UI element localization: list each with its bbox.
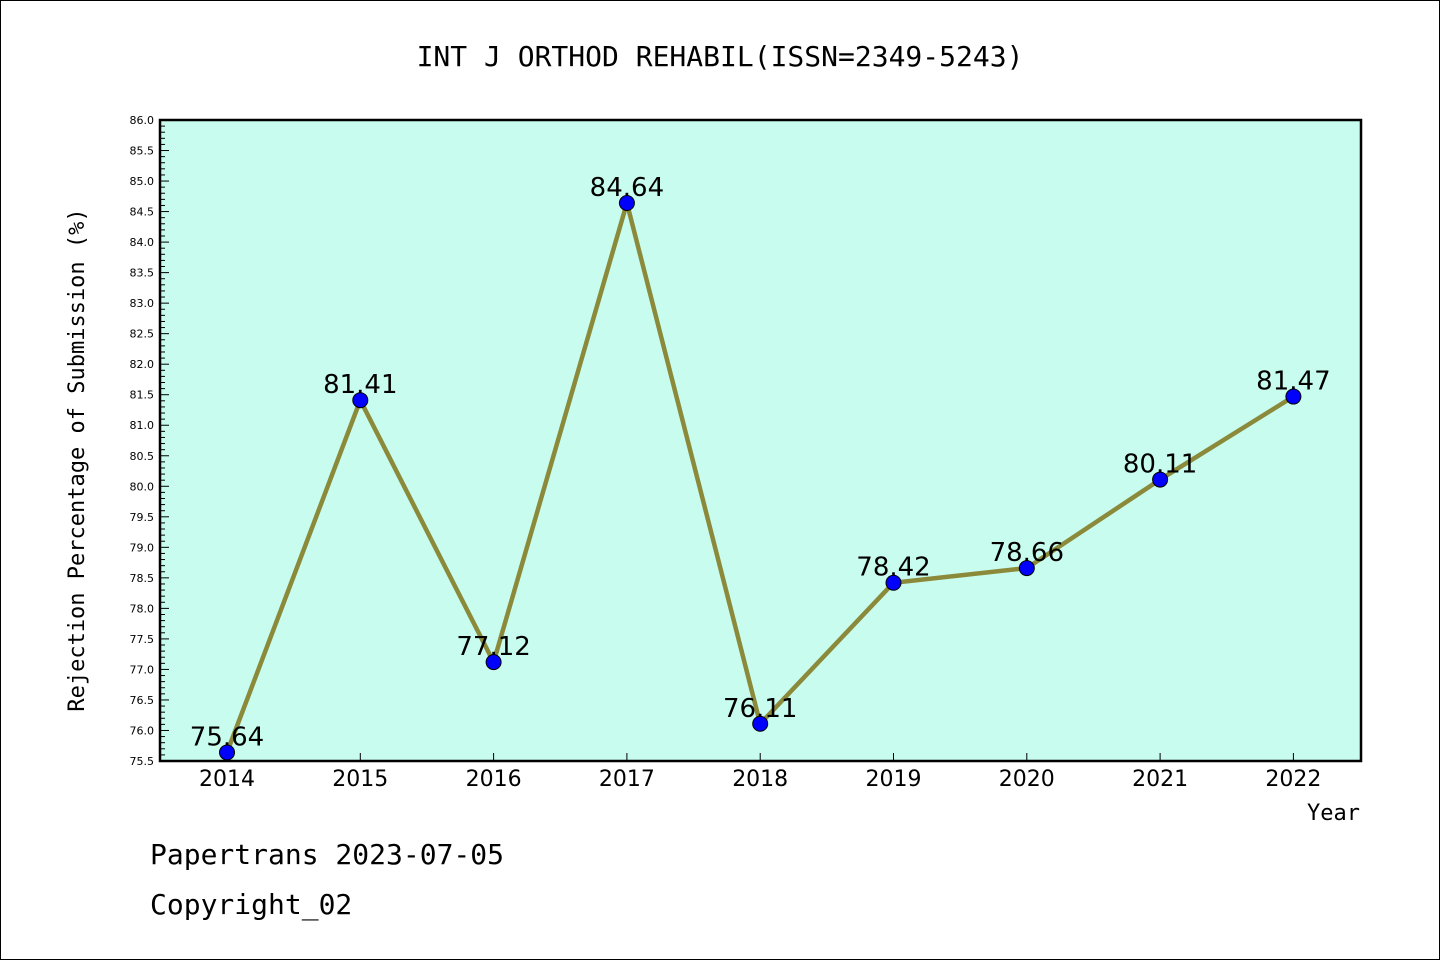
data-point: [1018, 560, 1035, 577]
y-tick-label: 86.0: [130, 114, 155, 127]
y-tick-label: 80.0: [130, 480, 155, 493]
y-tick-label: 75.5: [130, 755, 155, 768]
x-tick-label: 2021: [1132, 767, 1188, 792]
x-tick-label: 2020: [999, 767, 1055, 792]
y-tick-label: 85.0: [130, 175, 155, 188]
y-tick-label: 79.0: [130, 541, 155, 554]
y-tick-label: 77.5: [130, 633, 155, 646]
y-tick-label: 80.5: [130, 450, 155, 463]
y-axis-ticks: 75.5 76.0 76.5 77.0 77.5 78.0 78.5 79.0 79.5 80.0…: [130, 114, 169, 768]
data-point: [1285, 388, 1302, 405]
y-tick-label: 84.5: [130, 206, 155, 219]
data-point: [1152, 471, 1169, 488]
x-axis-label: Year: [1307, 801, 1360, 826]
y-tick-label: 82.5: [130, 328, 155, 341]
y-tick-label: 84.0: [130, 236, 155, 249]
y-tick-label: 81.0: [130, 419, 155, 432]
x-tick-label: 2015: [332, 767, 388, 792]
data-label: 84.64: [590, 173, 664, 203]
data-label: 77.12: [456, 632, 530, 662]
plot-area: [160, 120, 1361, 761]
y-tick-label: 79.5: [130, 511, 155, 524]
x-tick-label: 2022: [1265, 767, 1321, 792]
data-label: 78.42: [856, 553, 930, 583]
x-tick-label: 2014: [199, 767, 255, 792]
y-tick-label: 78.0: [130, 602, 155, 615]
chart-title: INT J ORTHOD REHABIL(ISSN=2349-5243): [417, 40, 1024, 73]
y-tick-label: 77.0: [130, 663, 155, 676]
data-label: 75.64: [190, 722, 264, 752]
x-axis-ticks: 2014 2015 2016 2017 2018 2019 2020 2021 2022: [199, 753, 1321, 792]
data-point: [885, 574, 902, 591]
y-tick-label: 83.0: [130, 297, 155, 310]
data-point: [485, 654, 502, 671]
data-label: 76.11: [723, 694, 797, 724]
y-axis-label: Rejection Percentage of Submission (%): [65, 208, 90, 711]
series-layer: 75.64 81.41 77.12 84.64 76.11 78.42 78.66 80.11…: [190, 173, 1331, 761]
data-point: [618, 195, 635, 212]
data-label: 80.11: [1123, 450, 1197, 480]
data-label: 81.41: [323, 370, 397, 400]
data-point: [352, 392, 369, 409]
data-point: [752, 715, 769, 732]
y-tick-label: 83.5: [130, 267, 155, 280]
y-tick-label: 85.5: [130, 145, 155, 158]
data-label: 81.47: [1256, 367, 1330, 397]
y-tick-label: 78.5: [130, 572, 155, 585]
data-label: 78.66: [990, 538, 1064, 568]
y-tick-label: 76.5: [130, 694, 155, 707]
footer-copyright: Copyright_02: [150, 888, 352, 922]
x-tick-label: 2018: [732, 767, 788, 792]
y-tick-label: 81.5: [130, 389, 155, 402]
x-tick-label: 2019: [866, 767, 922, 792]
footer-date: Papertrans 2023-07-05: [150, 838, 504, 871]
x-tick-label: 2017: [599, 767, 655, 792]
y-tick-label: 82.0: [130, 358, 155, 371]
y-tick-label: 76.0: [130, 724, 155, 737]
x-tick-label: 2016: [466, 767, 522, 792]
plot-border: [158, 118, 1363, 763]
